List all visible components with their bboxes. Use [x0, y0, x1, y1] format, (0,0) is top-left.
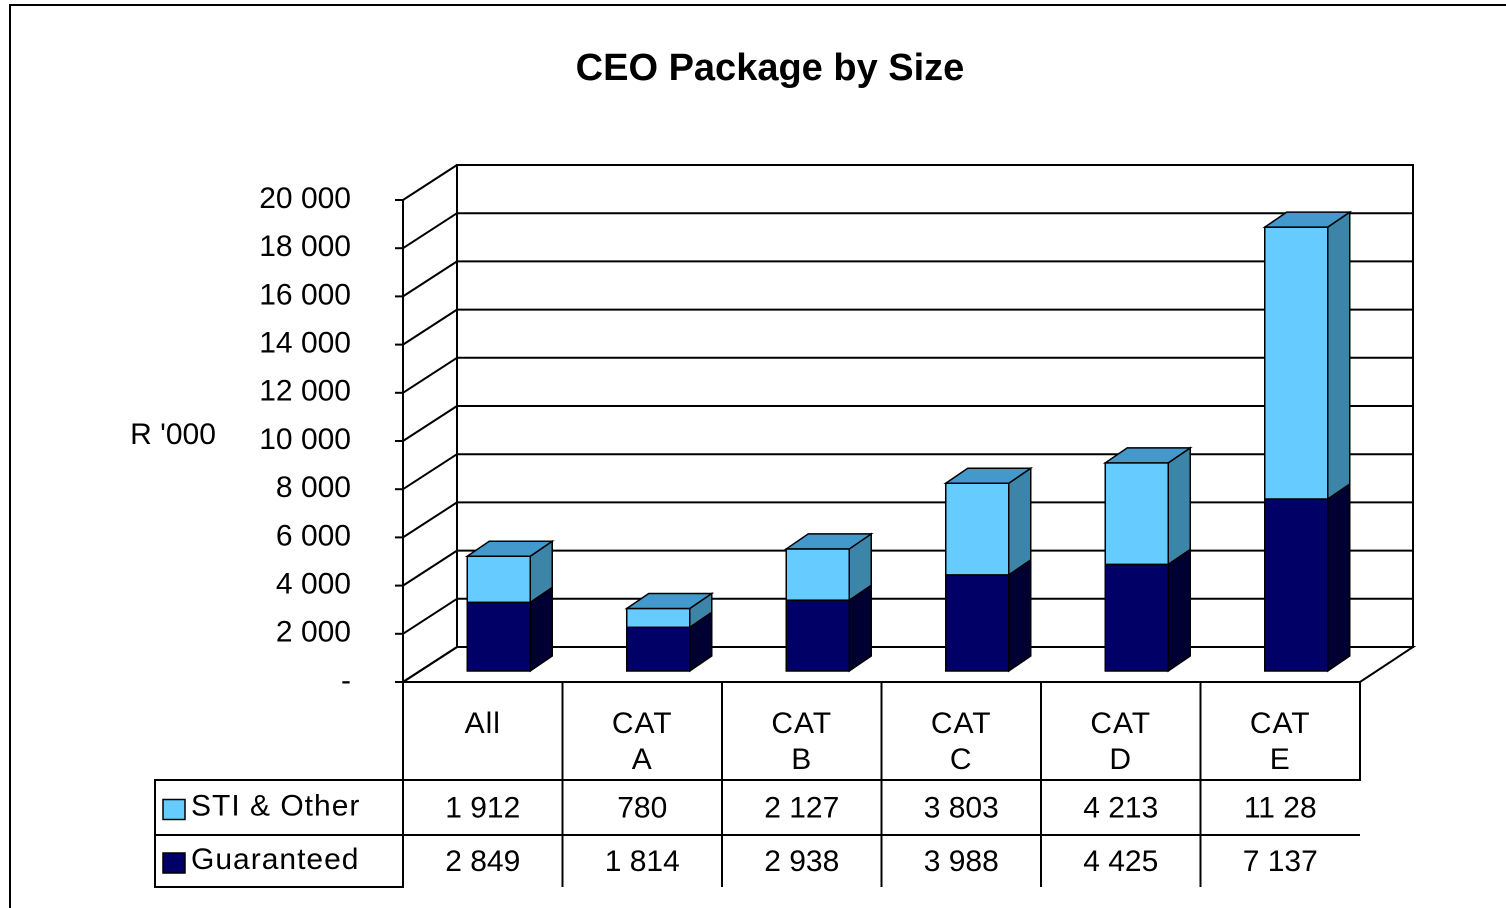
bar-front	[626, 607, 691, 629]
x-tick-label: CAT C	[930, 707, 992, 776]
bar-top	[783, 533, 874, 550]
x-tick-label: CAT B	[771, 707, 833, 776]
data-table-value: 780	[617, 791, 667, 824]
data-table-value: 1 814	[605, 845, 680, 878]
data-table-value: 7 137	[1243, 845, 1318, 878]
bar-front	[1264, 498, 1329, 672]
chart-title: CEO Package by Size	[576, 47, 965, 89]
x-category-cell: CAT E	[1249, 707, 1311, 776]
x-tick-label: All	[464, 707, 501, 740]
bar-front	[945, 482, 1010, 576]
grid-line	[402, 356, 458, 394]
bar-top	[1262, 211, 1353, 228]
y-tick-label: 20 000	[259, 182, 351, 215]
bar-front	[1264, 226, 1329, 500]
bar-front	[785, 599, 850, 672]
grid-line	[402, 501, 458, 539]
frame	[9, 4, 1506, 908]
data-table-value: 2 938	[764, 845, 839, 878]
grid-line	[402, 405, 458, 442]
data-table-value: 2 849	[445, 845, 520, 878]
grid-line	[402, 260, 458, 298]
x-category-cell: CAT C	[930, 707, 992, 776]
x-tick-label: CAT E	[1249, 707, 1311, 776]
x-tick-label: CAT A	[611, 707, 673, 776]
bar-front	[785, 548, 850, 601]
legend-label: Guaranteed	[191, 843, 359, 876]
grid-line	[402, 308, 458, 346]
data-table-value: 3 803	[924, 791, 999, 824]
bar-top	[1102, 447, 1193, 464]
x-category-cell: All	[464, 707, 501, 740]
y-axis-label: R '000	[130, 418, 216, 451]
bar-front	[945, 574, 1010, 672]
y-tick-label: -	[341, 664, 351, 697]
y-tick-label: 18 000	[259, 230, 351, 263]
bar-side	[1167, 547, 1191, 673]
y-tick-label: 8 000	[276, 471, 351, 504]
y-tick-label: 10 000	[259, 423, 351, 456]
bar-front	[466, 601, 531, 672]
grid-line	[402, 646, 458, 683]
bar-front	[626, 626, 691, 672]
y-tick-label: 2 000	[276, 616, 351, 649]
grid-line	[402, 212, 458, 250]
bar-side	[1008, 466, 1032, 577]
table-grid	[154, 682, 1361, 888]
y-tick-label: 6 000	[276, 519, 351, 552]
data-table-value: 2 127	[764, 791, 839, 824]
data-table-value: 4 213	[1083, 791, 1158, 824]
grid-line	[402, 597, 458, 635]
x-category-cell: CAT D	[1090, 707, 1152, 776]
bar-side	[1008, 558, 1032, 673]
y-tick-label: 4 000	[276, 568, 351, 601]
x-category-cell: CAT B	[771, 707, 833, 776]
data-table-value: 1 912	[445, 791, 520, 824]
x-tick-label: CAT D	[1090, 707, 1152, 776]
y-tick-label: 12 000	[259, 375, 351, 408]
bar-front	[1104, 563, 1169, 672]
floor	[399, 646, 1417, 683]
bar-side	[1327, 210, 1351, 501]
bar-top	[943, 467, 1034, 484]
grid-line	[402, 164, 458, 201]
data-table-value: 4 425	[1083, 845, 1158, 878]
y-tick-label: 14 000	[259, 327, 351, 360]
bar-front	[466, 555, 531, 604]
grid-line	[402, 453, 458, 491]
legend-swatch	[162, 798, 186, 821]
grid-line	[402, 549, 458, 587]
x-category-cell: CAT A	[611, 707, 673, 776]
bar-top	[624, 592, 715, 610]
bar-side	[1327, 482, 1351, 673]
bar-top	[464, 540, 555, 558]
legend-swatch	[162, 852, 186, 874]
bar-side	[1167, 446, 1191, 566]
data-table-value: 11 28	[1244, 791, 1317, 824]
y-tick-label: 16 000	[259, 278, 351, 311]
legend-label: STI & Other	[191, 789, 360, 822]
data-table-value: 3 988	[924, 845, 999, 878]
bar-front	[1104, 462, 1169, 566]
